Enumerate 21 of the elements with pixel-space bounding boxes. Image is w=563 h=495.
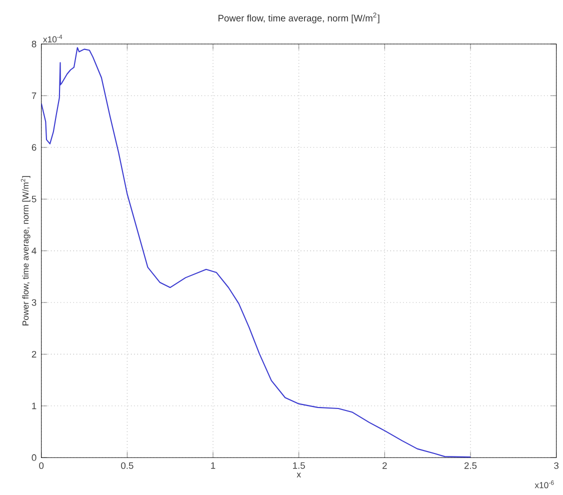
x-tick-label: 1 — [211, 462, 216, 469]
y-tick-label: 3 — [32, 299, 36, 306]
x-tick-label: 0.5 — [121, 462, 134, 469]
y-tick-label: 4 — [32, 248, 36, 254]
x-tick-label: 2 — [382, 462, 387, 469]
y-axis-title: Power flow, time average, norm [W/m$^{2}$] — [20, 176, 30, 326]
x-axis-title: x — [296, 472, 301, 478]
y-tick-label: 1 — [32, 402, 36, 410]
y-tick-label: 7 — [32, 92, 36, 99]
y-tick-label: 0 — [32, 454, 36, 461]
x-tick-label: 3 — [554, 462, 559, 469]
y-tick-label: 2 — [32, 350, 36, 358]
x-tick-label: 1.5 — [293, 462, 305, 469]
text: x10$^{-4}$ — [43, 34, 62, 42]
y-tick-label: 5 — [32, 196, 36, 202]
text: x10$^{-6}$ — [534, 480, 554, 488]
x-tick-label: 0 — [39, 462, 44, 469]
x-tick-label: 2.5 — [464, 462, 477, 469]
y-tick-label: 8 — [32, 40, 36, 48]
y-tick-label: 6 — [32, 144, 36, 151]
chart-title: Power flow, time average, norm [W/m$^{2}$] — [218, 12, 380, 24]
